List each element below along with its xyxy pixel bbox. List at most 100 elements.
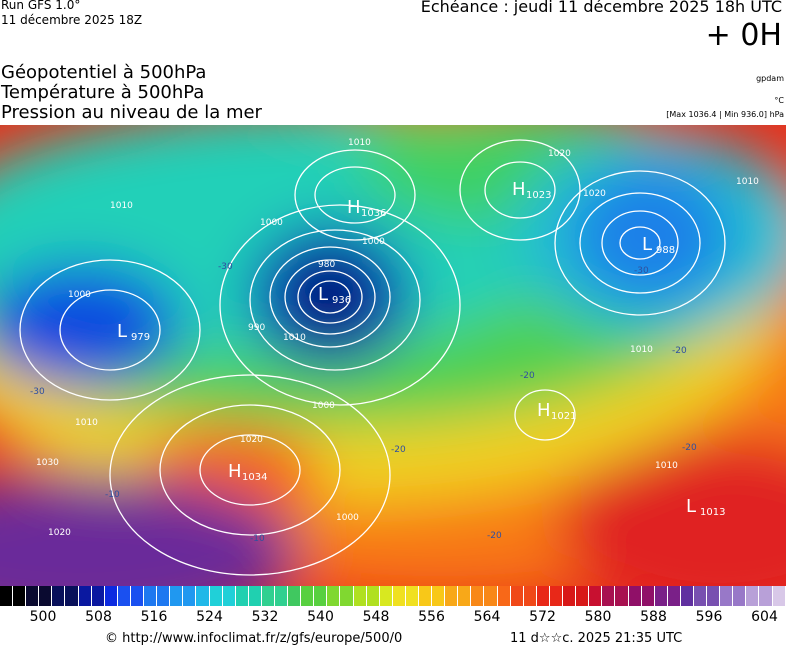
isobar-label: 1010 bbox=[655, 461, 678, 471]
colorbar-swatch bbox=[497, 586, 511, 606]
colorbar-swatch bbox=[301, 586, 315, 606]
colorbar-swatch bbox=[104, 586, 118, 606]
center-value: 1023 bbox=[526, 190, 551, 201]
center-letter: L bbox=[686, 496, 696, 517]
lead-time: + 0H bbox=[705, 18, 782, 53]
center-letter: L bbox=[642, 234, 652, 255]
colorbar-swatch bbox=[13, 586, 27, 606]
colorbar-swatch bbox=[602, 586, 616, 606]
colorbar-swatch bbox=[52, 586, 66, 606]
colorbar-swatch bbox=[157, 586, 171, 606]
isobar-label: 1010 bbox=[736, 177, 759, 187]
center-value: 936 bbox=[332, 295, 351, 306]
colorbar-swatch bbox=[746, 586, 760, 606]
isobar-label: 990 bbox=[248, 323, 265, 333]
colorbar-swatch bbox=[733, 586, 747, 606]
colorbar-swatch bbox=[392, 586, 406, 606]
colorbar-swatch bbox=[65, 586, 79, 606]
isobar-label: 1010 bbox=[630, 345, 653, 355]
isobar-label: 1020 bbox=[240, 435, 263, 445]
colorbar-swatch bbox=[432, 586, 446, 606]
colorbar-swatch bbox=[235, 586, 249, 606]
colorbar-swatch bbox=[759, 586, 773, 606]
colorbar-swatch bbox=[196, 586, 210, 606]
temp-label: -30 bbox=[634, 266, 649, 276]
colorbar-swatch bbox=[563, 586, 577, 606]
colorbar-swatch bbox=[144, 586, 158, 606]
title: Température à 500hPa bbox=[1, 82, 205, 103]
colorbar-label: 548 bbox=[362, 609, 390, 625]
colorbar-swatch bbox=[340, 586, 354, 606]
colorbar-swatch bbox=[0, 586, 14, 606]
isobar-label: 1000 bbox=[362, 237, 385, 247]
isobar-label: 980 bbox=[318, 260, 335, 270]
colorbar-swatch bbox=[523, 586, 537, 606]
isobar-label: 1010 bbox=[75, 418, 98, 428]
colorbar-label: 524 bbox=[196, 609, 223, 625]
colorbar-swatch bbox=[641, 586, 655, 606]
url: © http://www.infoclimat.fr/z/gfs/europe/… bbox=[105, 631, 403, 646]
center-value: 1021 bbox=[551, 411, 576, 422]
isobar-label: 1000 bbox=[260, 218, 283, 228]
colorbar-swatch bbox=[615, 586, 629, 606]
center-value: 979 bbox=[131, 332, 150, 343]
isobar-lines bbox=[19, 139, 726, 576]
colorbar-label: 572 bbox=[529, 609, 556, 625]
title: Géopotentiel à 500hPa bbox=[1, 62, 207, 83]
colorbar-label: 580 bbox=[584, 609, 612, 625]
center-letter: L bbox=[117, 321, 127, 342]
title: Pression au niveau de la mer bbox=[1, 102, 262, 123]
isobar-label: 1010 bbox=[110, 201, 133, 211]
colorbar-swatch bbox=[458, 586, 472, 606]
isobar-label: 1020 bbox=[48, 528, 71, 538]
colorbar-swatch bbox=[772, 586, 786, 606]
colorbar-swatch bbox=[576, 586, 590, 606]
colorbar-swatch bbox=[707, 586, 721, 606]
unit: [Max 1036.4 | Min 936.0] hPa bbox=[666, 110, 784, 119]
colorbar-label: 508 bbox=[85, 609, 112, 625]
colorbar-swatch bbox=[91, 586, 105, 606]
temp-label: -20 bbox=[487, 531, 502, 541]
isobar-label: 1020 bbox=[548, 149, 571, 159]
colorbar-label: 516 bbox=[140, 609, 168, 625]
temp-label: -10 bbox=[105, 490, 120, 500]
run-date: 11 décembre 2025 18Z bbox=[1, 13, 143, 27]
colorbar-swatch bbox=[471, 586, 485, 606]
unit: gpdam bbox=[756, 74, 784, 83]
colorbar-swatch bbox=[39, 586, 53, 606]
echeance: Echéance : jeudi 11 décembre 2025 18h UT… bbox=[420, 0, 782, 16]
colorbar-swatch bbox=[26, 586, 40, 606]
colorbar-swatch bbox=[183, 586, 197, 606]
colorbar-label: 540 bbox=[307, 609, 334, 625]
temp-label: -30 bbox=[30, 387, 45, 397]
temp-label: -30 bbox=[218, 262, 233, 272]
colorbar-label: 500 bbox=[29, 609, 57, 625]
colorbar-label: 556 bbox=[418, 609, 445, 625]
colorbar-label: 588 bbox=[640, 609, 667, 625]
isobar-label: 1000 bbox=[336, 513, 359, 523]
colorbar-swatch bbox=[419, 586, 433, 606]
colorbar-label: 596 bbox=[695, 609, 723, 625]
center-value: 1013 bbox=[700, 507, 725, 518]
run: Run GFS 1.0° bbox=[1, 0, 81, 12]
center-letter: H bbox=[512, 179, 526, 200]
colorbar-swatch bbox=[628, 586, 642, 606]
center-letter: H bbox=[537, 400, 551, 421]
colorbar-swatch bbox=[693, 586, 708, 606]
isobar-label: 1010 bbox=[283, 333, 306, 343]
colorbar-swatch bbox=[536, 586, 550, 606]
temp-label: -20 bbox=[682, 443, 697, 453]
colorbar-label: 604 bbox=[751, 609, 778, 625]
colorbar-swatch bbox=[130, 586, 145, 606]
colorbar bbox=[0, 586, 786, 606]
colorbar-swatch bbox=[720, 586, 734, 606]
colorbar-swatch bbox=[288, 586, 302, 606]
center-letter: H bbox=[228, 461, 242, 482]
isobar-label: 1010 bbox=[348, 138, 371, 148]
colorbar-swatch bbox=[78, 586, 92, 606]
colorbar-swatch bbox=[170, 586, 184, 606]
colorbar-swatch bbox=[589, 586, 603, 606]
colorbar-swatch bbox=[274, 586, 289, 606]
unit: °C bbox=[774, 96, 784, 105]
